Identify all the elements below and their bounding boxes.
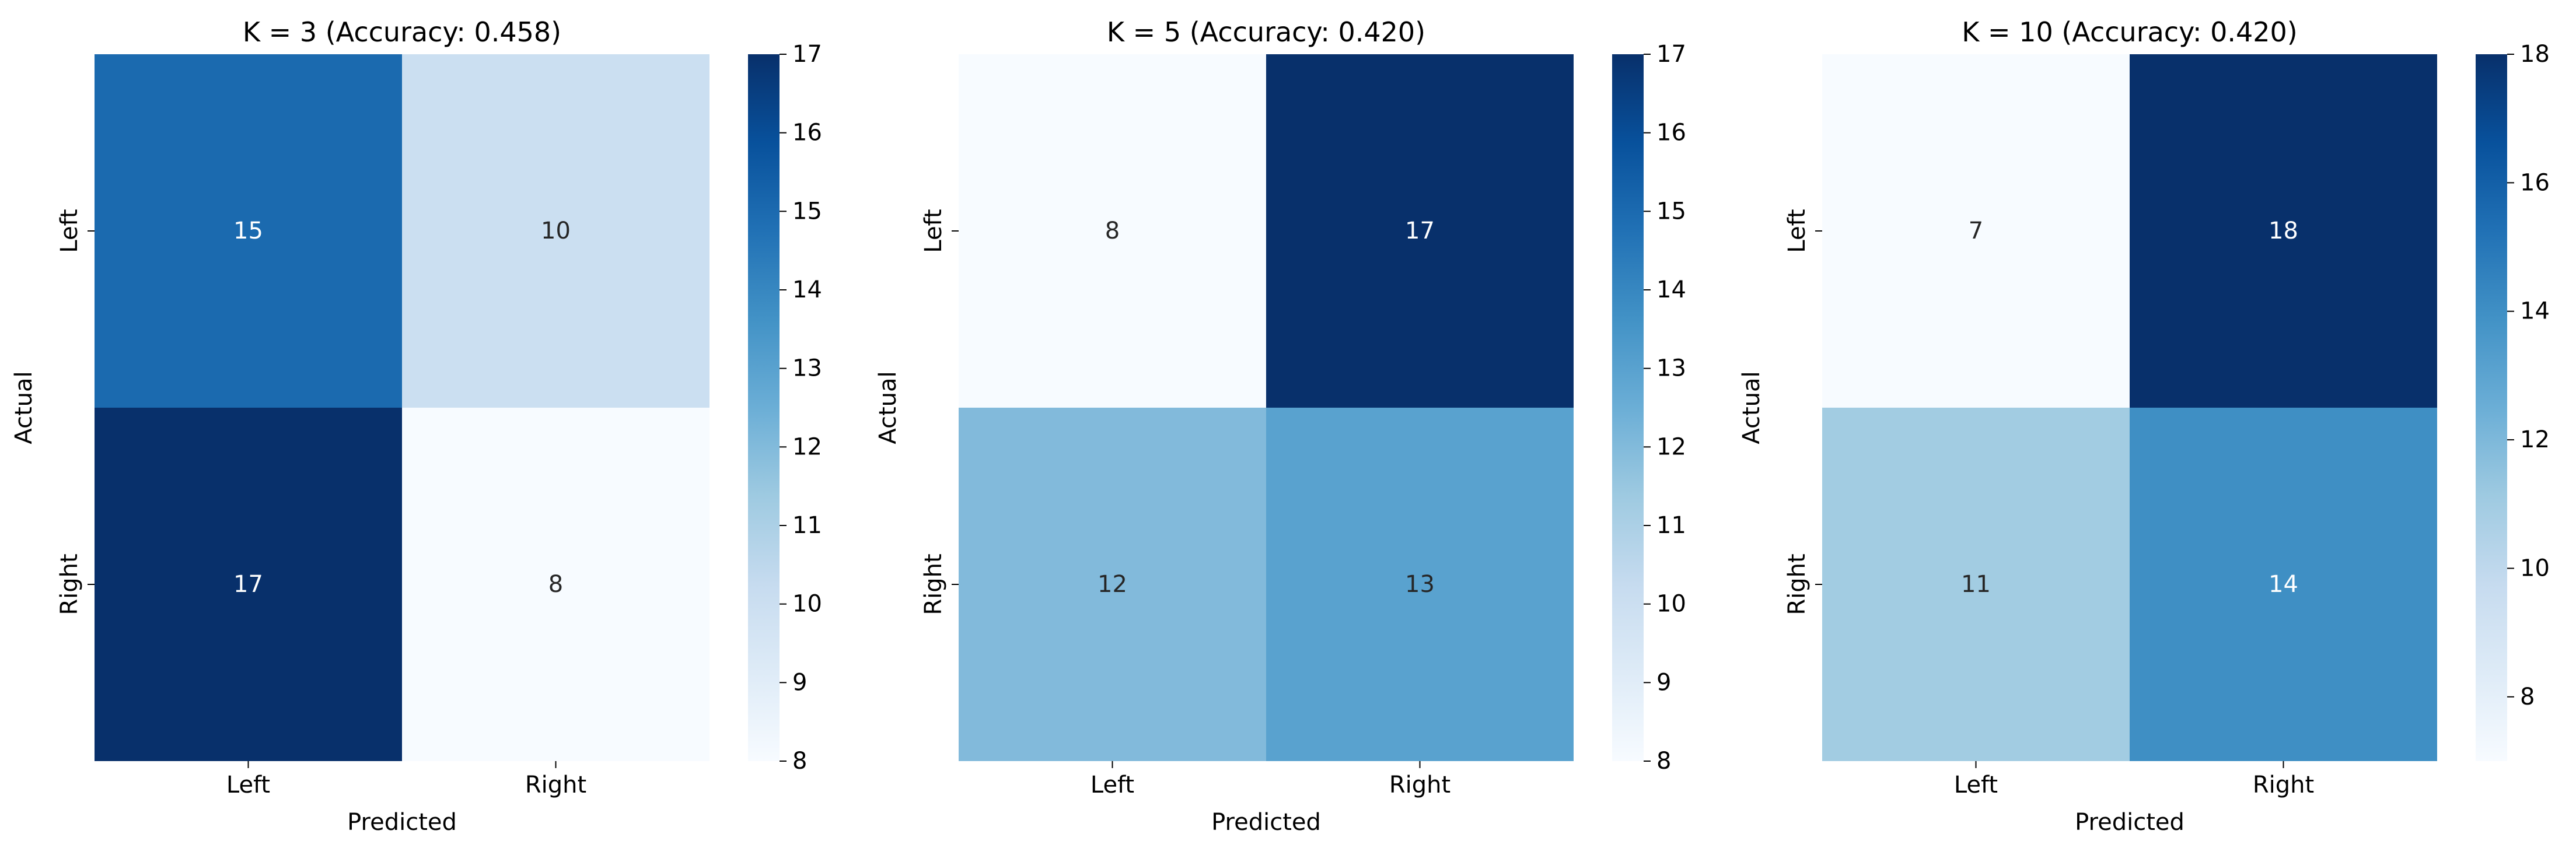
cell-value-label: 11 (1961, 571, 1991, 598)
y-tick-label: Right (56, 553, 83, 615)
colorbar-tick-label: 8 (1656, 748, 1671, 775)
colorbar-tick-label: 15 (792, 198, 822, 225)
x-tick-label: Left (1954, 772, 1998, 798)
colorbar-tick-label: 12 (1656, 433, 1686, 460)
colorbar-tick-label: 10 (1656, 591, 1686, 618)
colorbar-tick-label: 14 (1656, 276, 1686, 303)
y-tick-label: Left (1784, 209, 1810, 253)
cell-value-label: 17 (1405, 218, 1435, 244)
colorbar-tick-label: 11 (792, 512, 822, 539)
colorbar (1612, 54, 1644, 761)
colorbar-tick-label: 17 (792, 41, 822, 68)
chart-title: K = 10 (Accuracy: 0.420) (1962, 16, 2297, 48)
heatmap-cell (959, 408, 1266, 761)
colorbar-tick-label: 12 (792, 433, 822, 460)
heatmap-cell (2130, 408, 2437, 761)
cell-value-label: 8 (548, 571, 563, 598)
heatmap-cell (402, 408, 709, 761)
x-tick-label: Right (1389, 772, 1450, 798)
x-tick-label: Left (226, 772, 270, 798)
cell-value-label: 8 (1105, 218, 1120, 244)
colorbar-tick-label: 16 (2520, 169, 2550, 196)
heatmap-cell (95, 54, 402, 408)
heatmap-cell (1266, 408, 1574, 761)
colorbar-tick-label: 16 (792, 120, 822, 146)
y-tick-label: Left (920, 209, 947, 253)
colorbar-tick-label: 9 (1656, 669, 1671, 696)
colorbar-tick-label: 14 (792, 276, 822, 303)
x-tick-label: Right (2253, 772, 2314, 798)
y-tick-label: Right (1784, 553, 1810, 615)
y-axis-label: Actual (1738, 371, 1765, 444)
cell-value-label: 18 (2269, 218, 2298, 244)
heatmap-panel-1: 15 10 17 8 K = 3 (Accuracy: 0.458) Left Right P… (11, 16, 822, 836)
heatmap-cell (2130, 54, 2437, 408)
x-tick-label: Left (1090, 772, 1134, 798)
colorbar-tick-label: 11 (1656, 512, 1686, 539)
cell-value-label: 10 (541, 218, 571, 244)
chart-title: K = 5 (Accuracy: 0.420) (1107, 16, 1425, 48)
cell-value-label: 14 (2269, 571, 2298, 598)
x-axis-label: Predicted (1211, 809, 1321, 836)
colorbar (748, 54, 780, 761)
cell-value-label: 7 (1969, 218, 1983, 244)
colorbar (2476, 54, 2507, 761)
y-axis-label: Actual (11, 371, 37, 444)
heatmap-panel-3: 7 18 11 14 K = 10 (Accuracy: 0.420) Left Right… (1738, 16, 2550, 836)
colorbar-tick-label: 16 (1656, 120, 1686, 146)
x-axis-label: Predicted (2075, 809, 2184, 836)
colorbar-tick-label: 8 (792, 748, 807, 775)
y-axis-label: Actual (875, 371, 901, 444)
x-tick-label: Right (525, 772, 586, 798)
x-axis-label: Predicted (347, 809, 457, 836)
cell-value-label: 13 (1405, 571, 1435, 598)
chart-title: K = 3 (Accuracy: 0.458) (243, 16, 561, 48)
colorbar-tick-label: 12 (2520, 426, 2550, 453)
heatmap-panel-2: 8 17 12 13 K = 5 (Accuracy: 0.420) Left Right P… (875, 16, 1686, 836)
colorbar-tick-label: 18 (2520, 41, 2550, 68)
cell-value-label: 15 (233, 218, 263, 244)
colorbar-tick-label: 8 (2520, 684, 2535, 710)
colorbar-tick-label: 17 (1656, 41, 1686, 68)
y-tick-label: Left (56, 209, 83, 253)
heatmap-cell (1822, 54, 2130, 408)
heatmap-cell (402, 54, 709, 408)
heatmap-cell (1266, 54, 1574, 408)
colorbar-tick-label: 13 (1656, 355, 1686, 382)
heatmap-cell (959, 54, 1266, 408)
colorbar-tick-label: 9 (792, 669, 807, 696)
colorbar-tick-label: 14 (2520, 298, 2550, 325)
colorbar-tick-label: 13 (792, 355, 822, 382)
cell-value-label: 17 (233, 571, 263, 598)
heatmap-cell (95, 408, 402, 761)
heatmap-cell (1822, 408, 2130, 761)
colorbar-tick-label: 10 (2520, 555, 2550, 581)
cell-value-label: 12 (1097, 571, 1127, 598)
colorbar-tick-label: 10 (792, 591, 822, 618)
colorbar-tick-label: 15 (1656, 198, 1686, 225)
y-tick-label: Right (920, 553, 947, 615)
